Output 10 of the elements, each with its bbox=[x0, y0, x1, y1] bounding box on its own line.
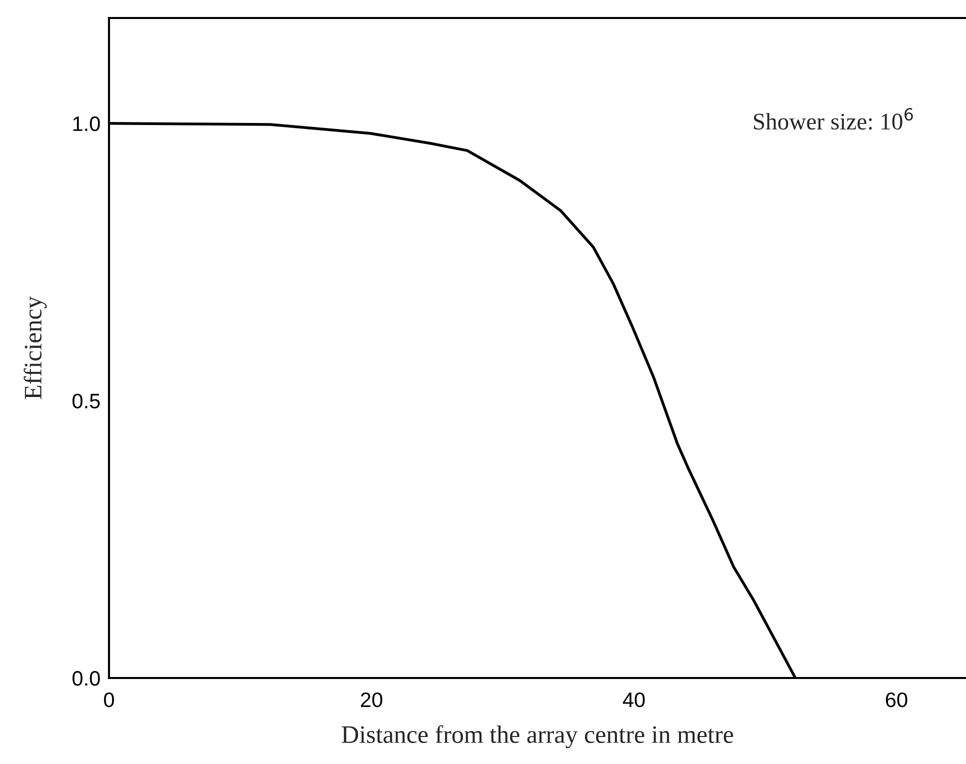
x-tick-label: 0 bbox=[104, 692, 114, 708]
x-axis-title: Distance from the array centre in metre bbox=[342, 725, 734, 748]
y-tick-label: 0.0 bbox=[72, 671, 100, 686]
x-tick-label: 60 bbox=[886, 692, 908, 708]
y-tick-label: 0.5 bbox=[72, 394, 100, 408]
y-axis-title: Efficiency bbox=[24, 296, 47, 400]
annotation: Shower size: 10$^{6}$ bbox=[754, 108, 913, 130]
x-tick-label: 40 bbox=[622, 692, 645, 708]
x-tick-label: 20 bbox=[360, 692, 382, 708]
y-tick-label: 1.0 bbox=[73, 116, 100, 132]
